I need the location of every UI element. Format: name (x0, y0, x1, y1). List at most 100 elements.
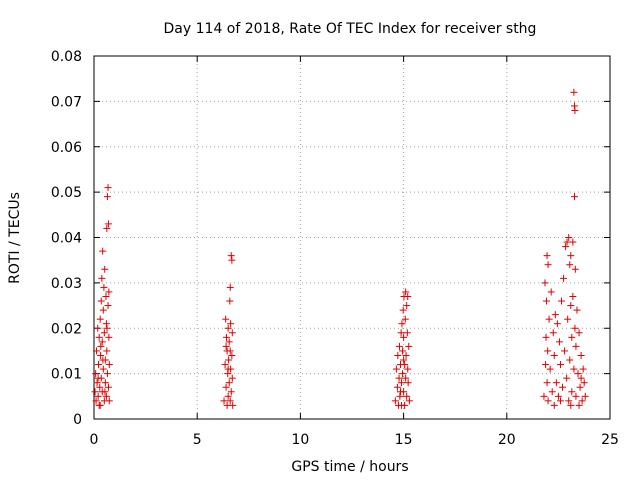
data-point (93, 379, 101, 387)
y-tick-label: 0.03 (51, 276, 82, 292)
y-axis-label: ROTI / TECUs (7, 192, 23, 284)
data-point (94, 324, 102, 332)
data-point (97, 351, 105, 359)
axis-ticks: 0 5 10 15 20 25 0 0.01 0.02 0.03 0.04 0.05 0.06 0.07 0… (51, 49, 619, 448)
data-point (544, 347, 552, 355)
data-point (101, 379, 109, 387)
data-point (104, 184, 112, 192)
data-point (95, 333, 103, 341)
data-point (567, 401, 575, 409)
data-point (566, 356, 574, 364)
data-point (401, 315, 409, 323)
data-point (404, 292, 412, 300)
data-point (399, 370, 407, 378)
data-point (573, 306, 581, 314)
data-point (562, 243, 570, 251)
data-point (398, 379, 406, 387)
plot-frame (93, 55, 611, 420)
data-point (227, 388, 235, 396)
data-point (96, 315, 104, 323)
data-point (403, 302, 411, 310)
data-point (226, 283, 234, 291)
data-point (565, 234, 573, 241)
y-tick-label: 0 (73, 412, 82, 428)
data-point (543, 379, 551, 387)
data-point (561, 347, 569, 355)
data-point (544, 261, 552, 269)
data-point (228, 329, 236, 337)
data-point (551, 311, 559, 319)
data-point (397, 388, 405, 396)
data-point (103, 224, 111, 232)
data-point (552, 379, 560, 387)
data-point (569, 238, 577, 246)
data-point (577, 374, 585, 382)
data-point (564, 315, 572, 323)
data-point (229, 401, 237, 409)
x-tick-label: 0 (90, 432, 99, 448)
data-point (100, 329, 108, 337)
data-point (555, 338, 563, 346)
data-point (546, 365, 554, 373)
data-point (96, 383, 104, 391)
data-point (105, 361, 113, 369)
data-point (402, 288, 410, 296)
data-point (392, 365, 400, 373)
data-point (228, 351, 236, 359)
data-point (403, 329, 411, 337)
data-point (572, 392, 580, 400)
data-point (402, 351, 410, 359)
data-point (222, 383, 230, 391)
data-point (575, 329, 583, 337)
data-point (99, 306, 107, 314)
data-point (571, 324, 579, 332)
data-point (221, 361, 229, 369)
data-point (393, 383, 401, 391)
data-point (400, 333, 408, 341)
x-axis-label: GPS time / hours (291, 459, 408, 475)
data-point (541, 279, 549, 287)
data-point (399, 306, 407, 314)
data-point (95, 361, 103, 369)
x-tick-label: 15 (395, 432, 413, 448)
data-point (402, 374, 410, 382)
data-point (227, 252, 235, 260)
data-point (94, 392, 102, 400)
data-point (405, 397, 413, 405)
data-point (105, 397, 113, 405)
data-point (405, 342, 413, 350)
data-point (102, 392, 110, 400)
data-point (223, 333, 231, 341)
data-point (104, 302, 112, 310)
data-point (91, 388, 99, 396)
y-tick-label: 0.05 (51, 185, 82, 201)
data-point (543, 252, 551, 260)
data-point (225, 338, 233, 346)
data-point (559, 383, 567, 391)
data-point (567, 302, 575, 310)
data-point (576, 383, 584, 391)
data-point (570, 193, 578, 201)
data-point (542, 361, 550, 369)
data-point (104, 383, 112, 391)
data-point (103, 347, 111, 355)
data-point (549, 329, 557, 337)
data-point (395, 374, 403, 382)
data-point (542, 297, 550, 305)
x-tick-label: 5 (193, 432, 202, 448)
data-point (567, 252, 575, 260)
data-point (572, 342, 580, 350)
y-tick-label: 0.04 (51, 231, 82, 247)
data-point (574, 370, 582, 378)
data-point (226, 297, 234, 305)
data-point (391, 397, 399, 405)
data-point (581, 392, 589, 400)
data-point (101, 265, 109, 273)
data-point (226, 347, 234, 355)
data-point (401, 361, 409, 369)
data-point (98, 274, 106, 282)
data-point (579, 365, 587, 373)
data-point (103, 193, 111, 201)
data-point (395, 342, 403, 350)
